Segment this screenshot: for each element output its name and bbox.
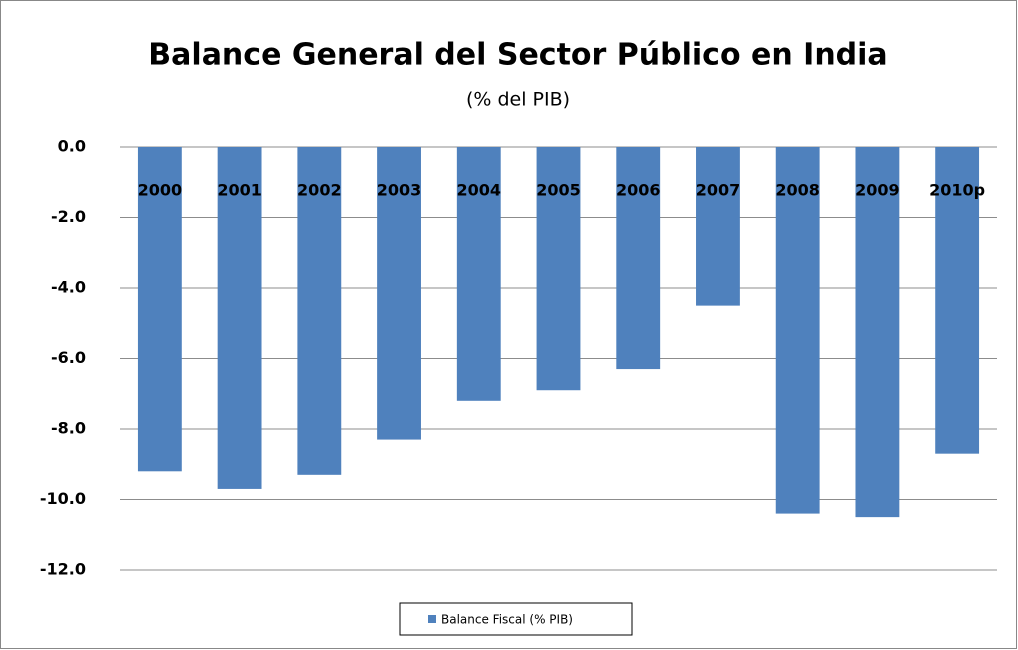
x-tick-label: 2000 [138, 181, 183, 200]
chart-subtitle: (% del PIB) [466, 89, 570, 111]
bar [536, 147, 581, 391]
y-tick-label: -2.0 [51, 207, 86, 226]
legend-swatch [428, 615, 436, 623]
y-tick-label: -4.0 [51, 278, 86, 297]
y-tick-label: 0.0 [58, 137, 86, 156]
x-tick-label: 2006 [616, 181, 661, 200]
bar [297, 147, 342, 475]
bar [377, 147, 421, 440]
bar [775, 147, 820, 514]
chart-title: Balance General del Sector Público en In… [148, 38, 887, 73]
x-tick-label: 2005 [536, 181, 581, 200]
legend-box [399, 602, 633, 636]
y-tick-label: -6.0 [51, 348, 86, 367]
legend-label: Balance Fiscal (% PIB) [441, 613, 573, 627]
bar [137, 147, 182, 472]
x-tick-label: 2007 [696, 181, 741, 200]
bar [935, 147, 980, 454]
bar [616, 147, 661, 370]
x-tick-label: 2003 [377, 181, 422, 200]
bar [456, 147, 501, 401]
x-tick-label: 2009 [855, 181, 900, 200]
x-tick-label: 2010p [929, 181, 985, 200]
y-tick-label: -8.0 [51, 419, 86, 438]
x-tick-label: 2004 [457, 181, 502, 200]
bar [855, 147, 900, 518]
x-tick-label: 2008 [775, 181, 820, 200]
y-tick-label: -10.0 [40, 489, 86, 508]
y-tick-label: -12.0 [40, 560, 86, 579]
x-tick-label: 2002 [297, 181, 342, 200]
bar [696, 147, 740, 306]
x-tick-label: 2001 [217, 181, 262, 200]
bar [217, 147, 262, 489]
